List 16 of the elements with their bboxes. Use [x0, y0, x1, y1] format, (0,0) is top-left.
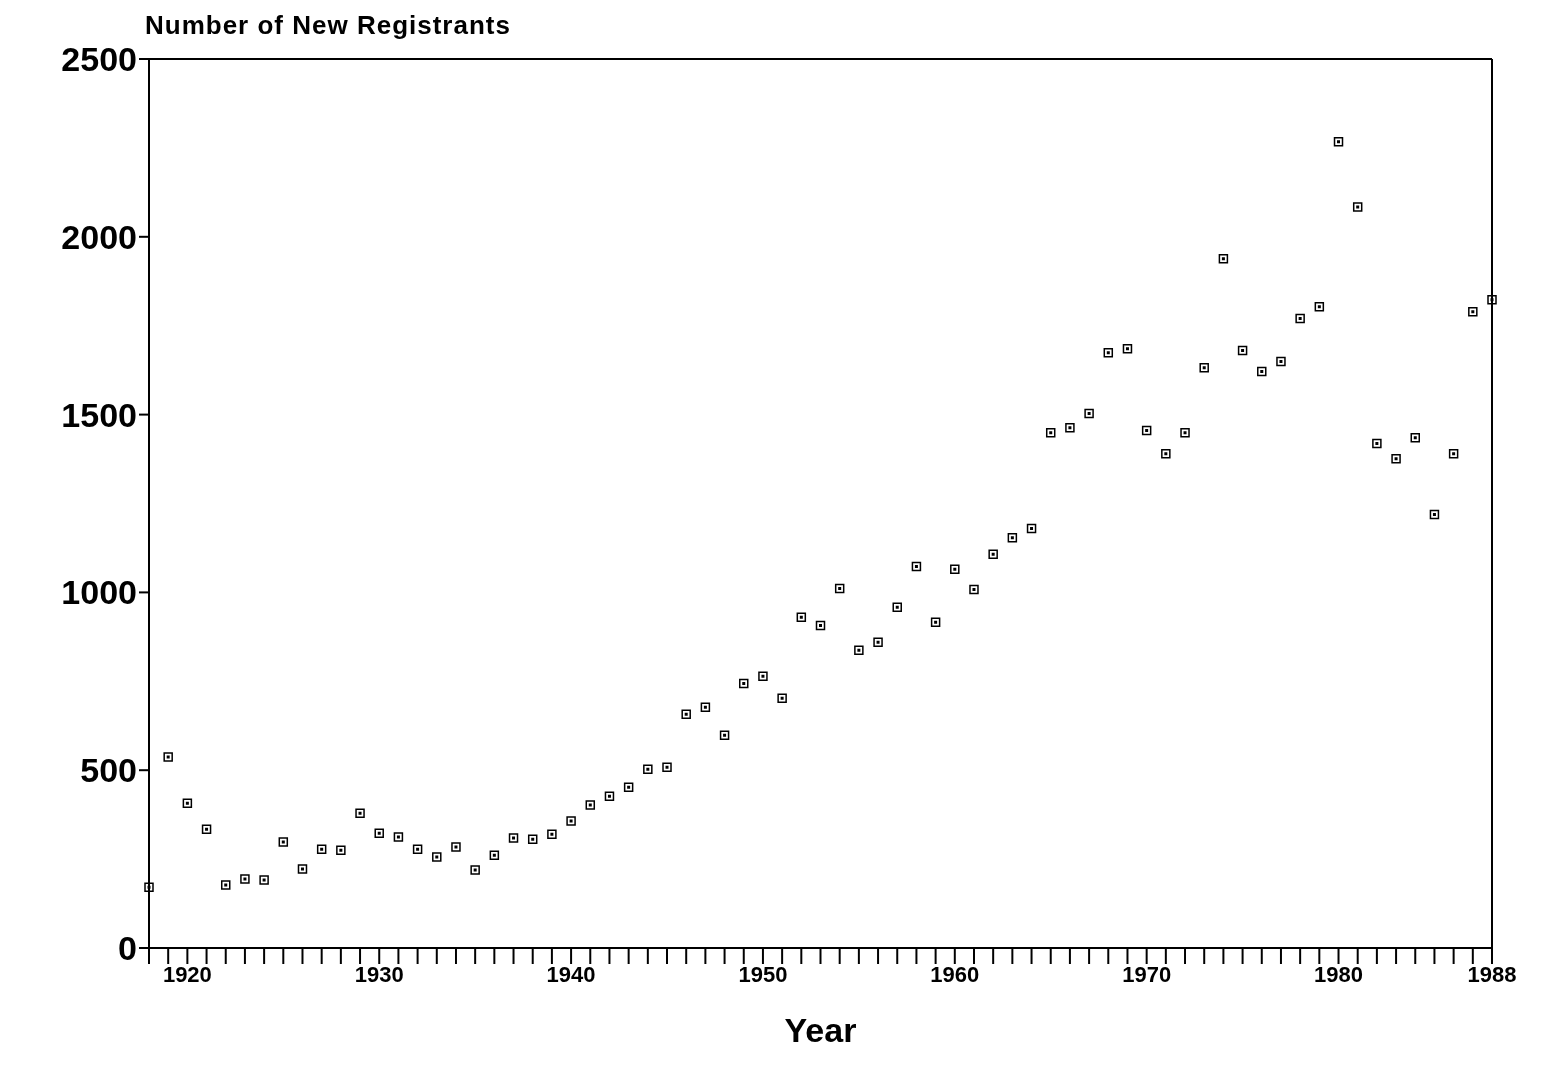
- x-tick-label: 1960: [930, 961, 980, 987]
- y-tick-label: 2000: [61, 217, 137, 256]
- y-axis-title: Number of New Registrants: [145, 10, 511, 41]
- x-tick-label: 1988: [1467, 961, 1517, 987]
- y-tick-label: 2500: [61, 40, 137, 79]
- x-tick-label: 1970: [1122, 961, 1172, 987]
- y-tick-label: 1500: [61, 395, 137, 434]
- x-axis-title: Year: [784, 1011, 857, 1050]
- x-tick-label: 1920: [162, 961, 212, 987]
- y-tick-label: 1000: [61, 573, 137, 612]
- x-tick-label: 1940: [546, 961, 596, 987]
- y-tick-label: 500: [80, 751, 137, 790]
- y-tick-label: 0: [118, 929, 137, 968]
- x-tick-label: 1930: [354, 961, 404, 987]
- x-tick-label: 1980: [1314, 961, 1363, 987]
- x-tick-label: 1950: [738, 961, 788, 987]
